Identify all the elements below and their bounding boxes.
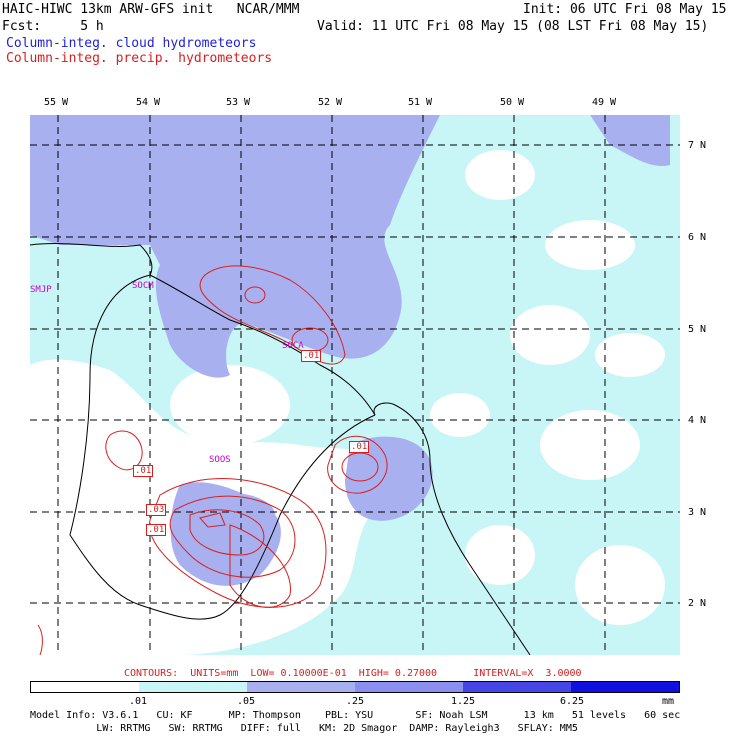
- legend-swatch: [139, 682, 247, 692]
- legend-swatch: [571, 682, 679, 692]
- lon-label: 50 W: [500, 97, 525, 108]
- lat-label: 7 N: [688, 140, 707, 151]
- contour-value-label: .01: [349, 441, 370, 453]
- contour-value-label: .03: [146, 504, 167, 516]
- lon-label: 53 W: [226, 97, 251, 108]
- cloud-medium-fill: [30, 115, 670, 586]
- lat-label: 3 N: [688, 507, 707, 518]
- legend-tick: .25: [345, 696, 365, 707]
- contours-info: CONTOURS: UNITS=mm LOW= 0.10000E-01 HIGH…: [124, 668, 582, 679]
- precip-contours: [37, 265, 388, 655]
- legend-swatch: [463, 682, 571, 692]
- lon-label: 54 W: [136, 97, 161, 108]
- legend-swatch: [31, 682, 139, 692]
- init-time: Init: 06 UTC Fri 08 May 15: [523, 2, 727, 17]
- legend-tick: .05: [236, 696, 256, 707]
- field-precip-label: Column-integ. precip. hydrometeors: [6, 51, 273, 66]
- lon-label: 51 W: [408, 97, 433, 108]
- coastline: [30, 243, 531, 655]
- forecast-hour: Fcst: 5 h: [2, 19, 104, 34]
- legend-swatch: [355, 682, 463, 692]
- lat-lon-grid: [30, 115, 680, 655]
- station-label: SMJP: [30, 285, 52, 295]
- lat-label: 6 N: [688, 232, 707, 243]
- lat-label: 4 N: [688, 415, 707, 426]
- contour-value-label: .01: [146, 524, 167, 536]
- legend-swatch: [247, 682, 355, 692]
- lon-label: 55 W: [44, 97, 69, 108]
- plot-title: HAIC-HIWC 13km ARW-GFS init NCAR/MMM: [2, 2, 300, 17]
- valid-time: Valid: 11 UTC Fri 08 May 15 (08 LST Fri …: [317, 19, 709, 34]
- lat-label: 2 N: [688, 598, 707, 609]
- model-info-line2: LW: RRTMG SW: RRTMG DIFF: full KM: 2D Sm…: [30, 723, 578, 734]
- contour-value-label: .01: [301, 350, 322, 362]
- field-cloud-label: Column-integ. cloud hydrometeors: [6, 36, 257, 51]
- lon-label: 49 W: [592, 97, 617, 108]
- map-panel: [30, 115, 680, 655]
- model-info-line1: Model Info: V3.6.1 CU: KF MP: Thompson P…: [30, 710, 681, 721]
- lat-label: 5 N: [688, 324, 707, 335]
- station-label: SOOS: [209, 455, 231, 465]
- station-label: SOCM: [132, 281, 154, 291]
- station-label: SOCA: [282, 341, 304, 351]
- lon-label: 52 W: [318, 97, 343, 108]
- legend-tick: 6.25: [559, 696, 585, 707]
- legend-tick: 1.25: [450, 696, 476, 707]
- legend-unit: mm: [661, 696, 675, 707]
- color-legend: [30, 681, 680, 693]
- legend-tick: .01: [128, 696, 148, 707]
- contour-value-label: .01: [133, 465, 154, 477]
